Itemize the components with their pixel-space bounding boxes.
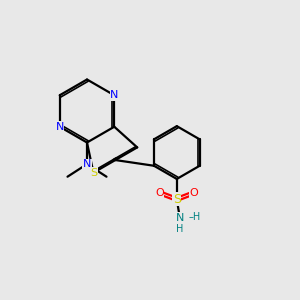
Text: N: N <box>56 122 64 132</box>
Text: O: O <box>155 188 164 198</box>
Text: N: N <box>176 213 184 223</box>
Text: S: S <box>90 168 97 178</box>
Text: N: N <box>110 90 118 100</box>
Text: N: N <box>83 159 91 169</box>
Text: –H: –H <box>188 212 200 222</box>
Text: O: O <box>190 188 199 198</box>
Text: S: S <box>173 193 181 206</box>
Text: H: H <box>176 224 184 234</box>
